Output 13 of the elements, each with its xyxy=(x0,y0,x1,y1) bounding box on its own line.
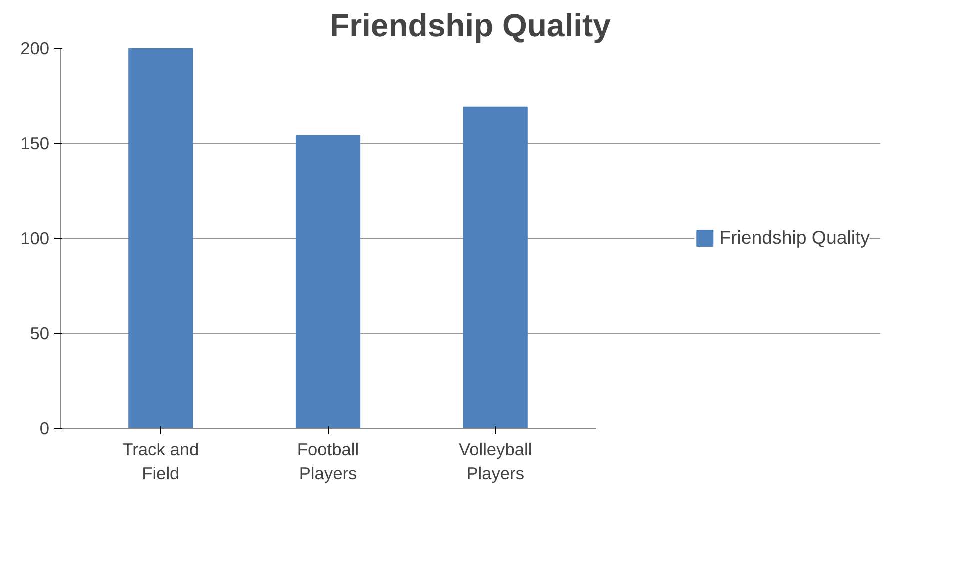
bar xyxy=(463,106,528,428)
bar xyxy=(128,48,194,428)
y-tick-label: 0 xyxy=(40,418,50,438)
y-tick-label: 100 xyxy=(20,228,50,248)
chart-title: Friendship Quality xyxy=(330,8,612,44)
y-tick-label: 50 xyxy=(30,324,50,344)
x-tick-label: Football Players xyxy=(297,440,360,484)
x-tick-label: Volleyball Players xyxy=(458,440,532,484)
y-tick-label: 200 xyxy=(20,38,50,58)
bar xyxy=(296,135,361,428)
x-tick-label: Track and Field xyxy=(122,440,200,484)
y-tick-label: 150 xyxy=(20,134,50,154)
legend-label: Friendship Quality xyxy=(720,227,870,249)
